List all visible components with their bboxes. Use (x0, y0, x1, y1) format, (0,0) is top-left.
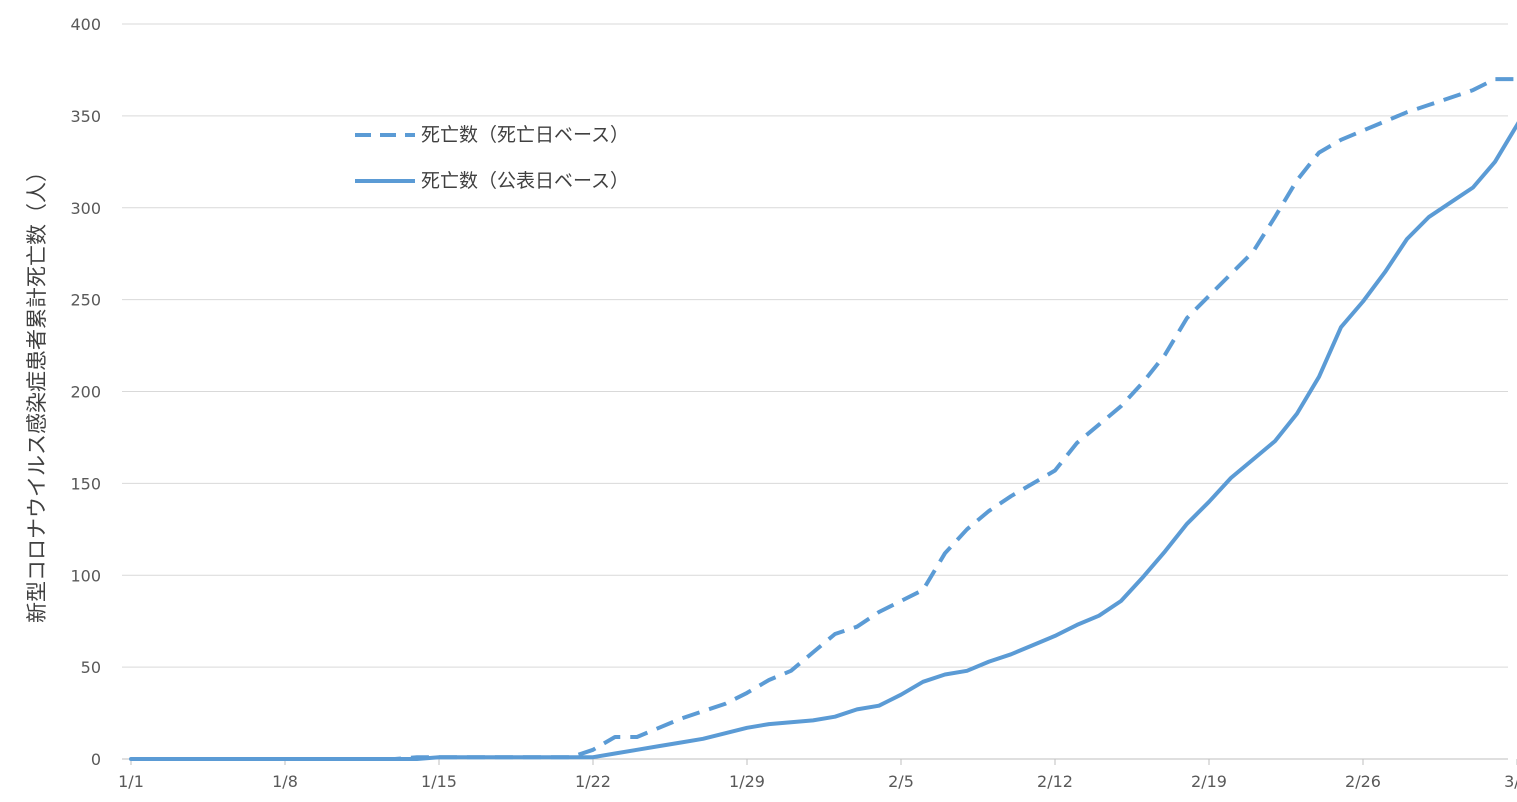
legend-label-announce-date: 死亡数（公表日ベース） (421, 170, 629, 192)
x-tick-label: 1/29 (729, 772, 765, 791)
y-tick-label: 300 (70, 199, 101, 218)
x-tick-label: 2/26 (1345, 772, 1381, 791)
series-line-death-date (131, 77, 1517, 761)
y-tick-label: 400 (70, 15, 101, 34)
y-tick-label: 250 (70, 291, 101, 310)
y-tick-label: 0 (91, 750, 101, 769)
y-tick-label: 200 (70, 383, 101, 402)
legend-label-death-date: 死亡数（死亡日ベース） (421, 124, 629, 146)
x-tick-label: 1/22 (575, 772, 611, 791)
y-tick-label: 350 (70, 107, 101, 126)
x-tick-label: 2/12 (1037, 772, 1073, 791)
y-axis-ticks: 0 50 100 150 200 250 300 350 400 (70, 15, 101, 769)
x-tick-label: 2/19 (1191, 772, 1227, 791)
y-tick-label: 50 (81, 658, 101, 677)
y-tick-label: 150 (70, 474, 101, 493)
x-tick-label: 2/5 (888, 772, 914, 791)
y-tick-label: 100 (70, 566, 101, 585)
series-lines (129, 77, 1517, 761)
x-tick-label: 1/15 (421, 772, 457, 791)
y-axis-label: 新型コロナウイルス感染症患者累計死亡数（人） (25, 161, 49, 623)
gridlines (122, 23, 1508, 760)
x-tick-label: 1/1 (118, 772, 144, 791)
x-tick-label: 3/5 (1504, 772, 1517, 791)
x-axis-ticks: 1/1 1/8 1/15 1/22 1/29 2/5 2/12 2/19 2/26 3/5 (118, 759, 1517, 791)
series-line-announce-date (129, 121, 1517, 761)
x-tick-label: 1/8 (272, 772, 298, 791)
legend: 死亡数（死亡日ベース） 死亡数（公表日ベース） (355, 124, 629, 192)
